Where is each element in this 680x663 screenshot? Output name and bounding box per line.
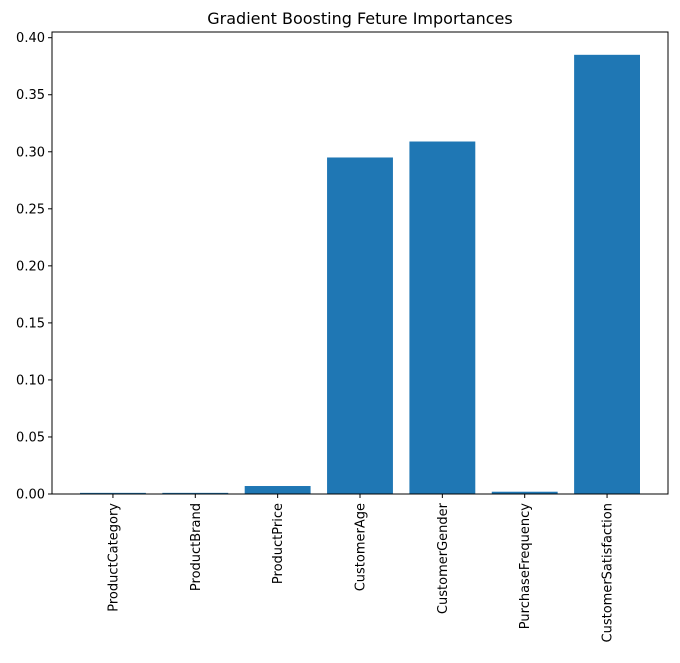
y-axis: 0.00 0.05 0.10 0.15 0.20 0.25 0.30 0.35 0.40 — [16, 31, 52, 503]
bar-customer-satisfaction — [574, 54, 640, 494]
x-tick-label: ProductBrand — [189, 503, 204, 591]
y-tick-label: 0.15 — [16, 316, 45, 331]
x-tick-label: CustomerSatisfaction — [601, 503, 616, 642]
x-tick-label: ProductPrice — [271, 503, 286, 584]
x-tick-label: CustomerGender — [436, 502, 451, 614]
bar-product-brand — [162, 492, 229, 494]
y-tick-label: 0.35 — [16, 88, 45, 103]
bar-purchase-frequency — [491, 491, 558, 494]
bar-product-price — [244, 486, 311, 494]
x-tick-label: CustomerAge — [354, 503, 369, 591]
plot-frame — [51, 31, 669, 495]
y-tick-label: 0.10 — [16, 373, 45, 388]
bar-customer-age — [327, 157, 393, 494]
x-axis: ProductCategory ProductBrand ProductPrice C… — [106, 494, 616, 642]
y-tick-label: 0.05 — [16, 430, 45, 445]
y-tick-label: 0.20 — [16, 259, 45, 274]
bars-group — [80, 54, 640, 494]
bar-product-category — [80, 492, 146, 494]
y-tick-label: 0.40 — [16, 31, 45, 46]
chart-title: Gradient Boosting Feture Importances — [207, 9, 512, 28]
y-tick-label: 0.00 — [16, 488, 45, 503]
bar-customer-gender — [409, 141, 476, 494]
x-tick-label: ProductCategory — [106, 503, 121, 612]
y-tick-label: 0.30 — [16, 145, 45, 160]
y-tick-label: 0.25 — [16, 202, 45, 217]
x-tick-label: PurchaseFrequency — [518, 503, 533, 629]
